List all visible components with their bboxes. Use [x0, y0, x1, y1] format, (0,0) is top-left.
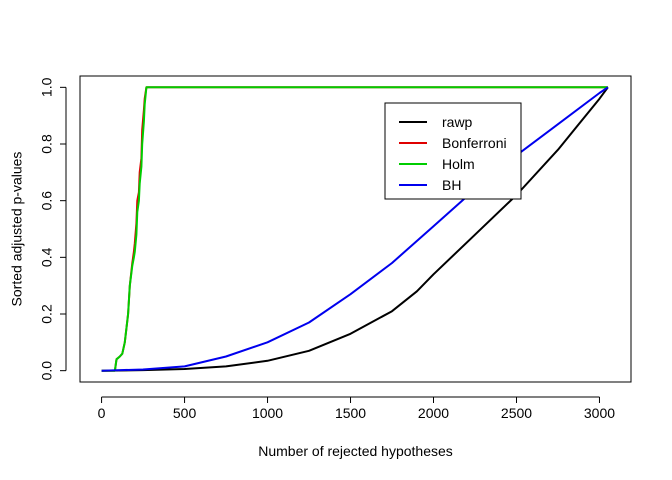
plot-frame — [79, 75, 632, 383]
x-tick-label: 1500 — [335, 405, 366, 421]
x-tick-label: 3000 — [584, 405, 615, 421]
legend-label: BH — [442, 177, 461, 193]
x-axis-label: Number of rejected hypotheses — [258, 443, 453, 459]
x-axis: 0 500 1000 1500 2000 2500 3000 — [98, 396, 615, 421]
y-axis: 0.0 0.2 0.4 0.6 0.8 1.0 — [39, 77, 67, 381]
y-tick-label: 0.2 — [39, 304, 55, 324]
y-tick-label: 0.0 — [39, 361, 55, 381]
y-tick-label: 1.0 — [39, 77, 55, 97]
x-tick-label: 500 — [173, 405, 197, 421]
x-tick-label: 2500 — [501, 405, 532, 421]
series-line-bh — [101, 86, 609, 372]
series-line-rawp — [101, 86, 609, 372]
x-tick-label: 1000 — [252, 405, 283, 421]
y-tick-label: 0.6 — [39, 191, 55, 211]
y-tick-label: 0.4 — [39, 247, 55, 267]
y-axis-label: Sorted adjusted p-values — [9, 152, 25, 307]
legend-box — [384, 102, 522, 200]
x-tick-label: 0 — [98, 405, 106, 421]
y-tick-label: 0.8 — [39, 134, 55, 154]
legend-label: rawp — [442, 114, 473, 130]
series-line-holm — [101, 86, 608, 372]
x-tick-label: 2000 — [418, 405, 449, 421]
legend-label: Bonferroni — [442, 135, 507, 151]
legend: rawp Bonferroni Holm BH — [384, 102, 522, 200]
legend-label: Holm — [442, 156, 475, 172]
series-layer — [101, 86, 609, 372]
